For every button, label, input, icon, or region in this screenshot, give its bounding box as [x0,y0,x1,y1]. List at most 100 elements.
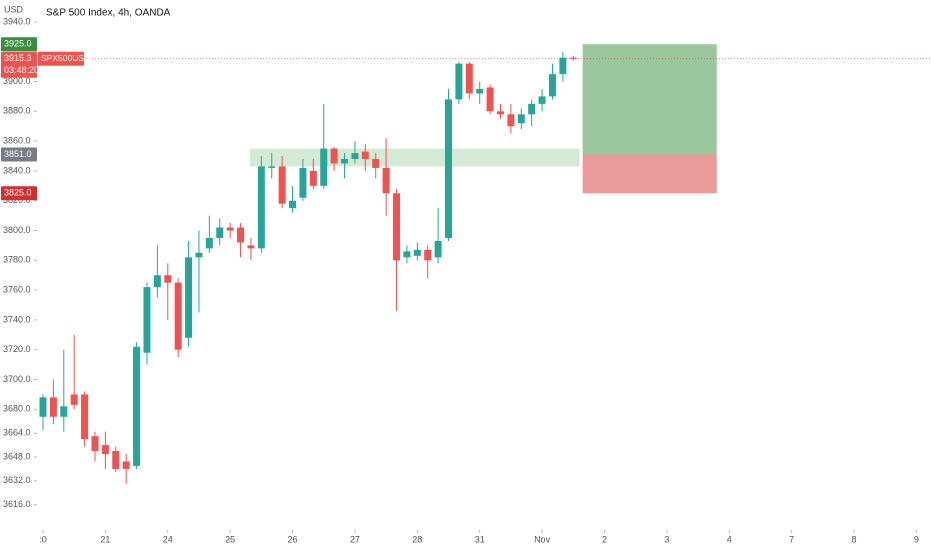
candle-body [382,167,390,194]
candle-body [299,167,307,198]
x-tick-label: :0 [39,534,47,544]
y-tick-label: 3840.0 [3,165,31,175]
position-profit [582,44,717,155]
price-badge [1,186,37,201]
candle-body [257,166,265,249]
candle-body [507,114,515,127]
candle-body [226,227,234,231]
price-badge [1,147,37,162]
x-tick-label: 26 [288,534,298,544]
candle-body [372,158,380,168]
candle-body [403,251,411,258]
candle-body [413,249,421,256]
x-tick-label: 8 [852,534,857,544]
last-price-label: 3915.3 [4,53,32,63]
y-tick-label: 3680.0 [3,404,31,414]
candle-body [424,249,432,261]
x-tick-label: 28 [412,534,422,544]
candle-body [39,397,47,417]
candle-body [174,282,182,350]
x-tick-label: 7 [789,534,794,544]
candle-body [185,257,193,338]
candle-body [465,63,473,94]
candle-body [569,57,577,59]
x-tick-label: Nov [534,534,551,544]
candle-body [548,74,556,97]
candle-body [195,252,203,258]
candle-body [361,151,369,159]
candle-body [393,193,401,261]
last-price-badge [1,51,37,78]
y-tick-label: 3700.0 [3,374,31,384]
candle-body [216,227,224,238]
y-tick-label: 3940.0 [3,16,31,26]
y-tick-label: 3780.0 [3,255,31,265]
candle-body [445,99,453,238]
candle-body [49,397,57,417]
candle-body [528,103,536,115]
candle-body [143,287,151,353]
price-badge-label: 3851.0 [4,149,32,159]
candle-body [122,461,130,469]
candle-body [60,406,68,417]
y-tick-label: 3664.0 [3,428,31,438]
x-tick-label: 9 [914,534,919,544]
candle-body [476,88,484,94]
candle-body [320,148,328,186]
price-badge [1,37,37,52]
candle-body [538,96,546,104]
x-tick-label: 3 [664,534,669,544]
x-tick-label: 2 [602,534,607,544]
candle-body [133,346,141,466]
candle-body [164,275,172,283]
x-tick-label: 27 [350,534,360,544]
candle-body [91,436,99,452]
candle-body [351,153,359,159]
y-tick-label: 3616.0 [3,499,31,509]
candle-body [455,63,463,100]
candle-body [278,166,286,204]
x-tick-label: 21 [100,534,110,544]
y-tick-label: 3648.0 [3,451,31,461]
candle-body [247,245,255,249]
price-badge-label: 3825.0 [4,188,32,198]
x-tick-label: 4 [727,534,732,544]
y-tick-label: 3760.0 [3,284,31,294]
candle-body [81,394,89,440]
candle-body [205,237,213,249]
countdown: 03:48:20 [4,65,39,75]
price-badge-label: 3925.0 [4,39,32,49]
candle-body [517,114,525,124]
x-tick-label: 31 [475,534,485,544]
x-tick-label: 24 [163,534,173,544]
candle-body [434,240,442,258]
candle-body [237,227,245,243]
y-tick-label: 3900.0 [3,76,31,86]
candle-body [101,445,109,455]
candle-body [341,158,349,164]
y-tick-label: 3800.0 [3,225,31,235]
candle-body [70,394,78,405]
y-tick-label: 3720.0 [3,344,31,354]
y-tick-label: 3632.0 [3,475,31,485]
candle-body [330,148,338,164]
zone [249,148,580,167]
candle-body [289,200,297,209]
y-tick-label: 3740.0 [3,314,31,324]
y-tick-label: 3860.0 [3,135,31,145]
symbol-label: SPX500USD [41,53,90,63]
candle-body [486,87,494,112]
candle-body [112,451,120,469]
candle-body [153,275,161,288]
candle-body [559,57,567,75]
chart-title: S&P 500 Index, 4h, OANDA [46,8,171,19]
candle-body [496,111,504,115]
x-tick-label: 25 [225,534,235,544]
position-loss [582,154,717,194]
candle-body [309,170,317,186]
symbol-badge [38,51,84,66]
y-tick-label: 3880.0 [3,106,31,116]
currency-label: USD [4,4,24,14]
candle-body [268,166,276,168]
